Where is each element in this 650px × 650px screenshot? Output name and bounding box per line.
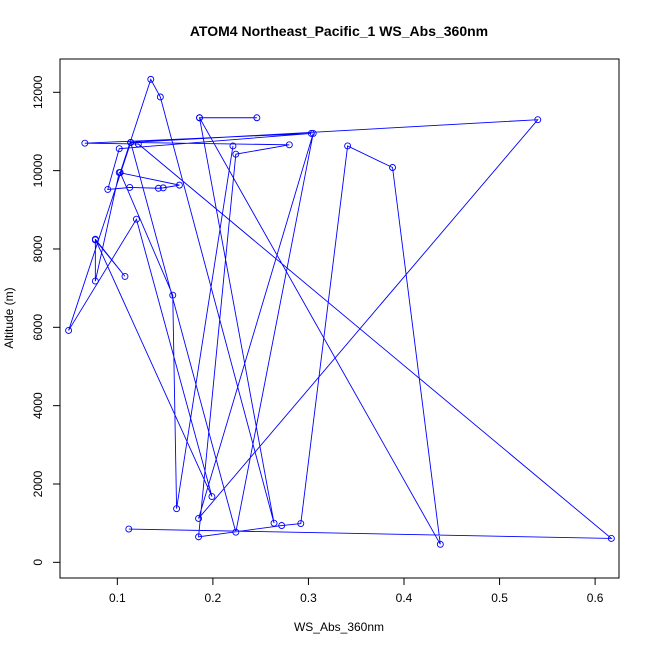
data-series: [65, 75, 615, 548]
data-point: [607, 534, 615, 542]
data-point: [297, 520, 305, 528]
data-point: [307, 129, 315, 137]
y-tick-label: 8000: [31, 235, 45, 262]
data-point: [285, 141, 293, 149]
x-tick-label: 0.1: [109, 591, 126, 605]
data-point: [116, 169, 124, 177]
data-point: [195, 515, 203, 522]
data-point: [196, 114, 203, 122]
data-point: [232, 150, 240, 158]
x-tick-label: 0.3: [300, 591, 317, 605]
data-point: [125, 525, 133, 533]
y-tick-label: 10000: [31, 154, 45, 188]
data-point: [91, 235, 99, 243]
y-tick-label: 12000: [31, 75, 45, 109]
data-point: [208, 493, 216, 500]
data-point: [126, 184, 134, 191]
x-tick-label: 0.4: [396, 591, 413, 605]
data-point: [134, 140, 142, 148]
y-tick-label: 6000: [31, 314, 45, 341]
data-point: [132, 215, 140, 223]
x-tick-label: 0.2: [205, 591, 222, 605]
data-point: [154, 184, 162, 192]
x-axis-label: WS_Abs_360nm: [294, 620, 384, 634]
y-axis: 0 2000 4000 6000 8000 10000 12000: [31, 75, 61, 566]
data-point: [389, 164, 396, 171]
data-point: [156, 93, 164, 101]
data-point: [270, 519, 278, 527]
data-point: [104, 185, 112, 193]
x-axis: 0.1 0.2 0.3 0.4 0.5 0.6: [109, 577, 604, 605]
data-point: [159, 184, 167, 192]
x-tick-label: 0.5: [491, 591, 508, 605]
data-point: [232, 528, 240, 536]
data-point: [121, 272, 129, 280]
data-point: [344, 142, 352, 150]
data-point: [253, 114, 261, 122]
data-point: [175, 181, 183, 189]
data-point: [81, 139, 89, 147]
data-point: [309, 129, 317, 137]
x-tick-label: 0.6: [587, 591, 604, 605]
data-point: [229, 142, 237, 150]
chart-title: ATOM4 Northeast_Pacific_1 WS_Abs_360nm: [190, 23, 488, 39]
data-point: [436, 540, 444, 548]
data-point: [91, 277, 99, 285]
data-point: [534, 116, 542, 124]
data-point: [195, 533, 203, 541]
data-point: [127, 138, 135, 146]
series-line: [68, 78, 613, 545]
plot-frame: [59, 58, 620, 579]
data-point: [115, 145, 123, 153]
data-point: [173, 505, 181, 513]
data-point: [147, 75, 155, 83]
data-point: [169, 291, 177, 299]
data-point: [278, 522, 286, 529]
y-tick-label: 0: [31, 559, 45, 566]
y-tick-label: 2000: [31, 470, 45, 497]
y-axis-label: Altitude (m): [2, 287, 16, 348]
data-point: [65, 326, 73, 334]
y-tick-label: 4000: [31, 392, 45, 419]
